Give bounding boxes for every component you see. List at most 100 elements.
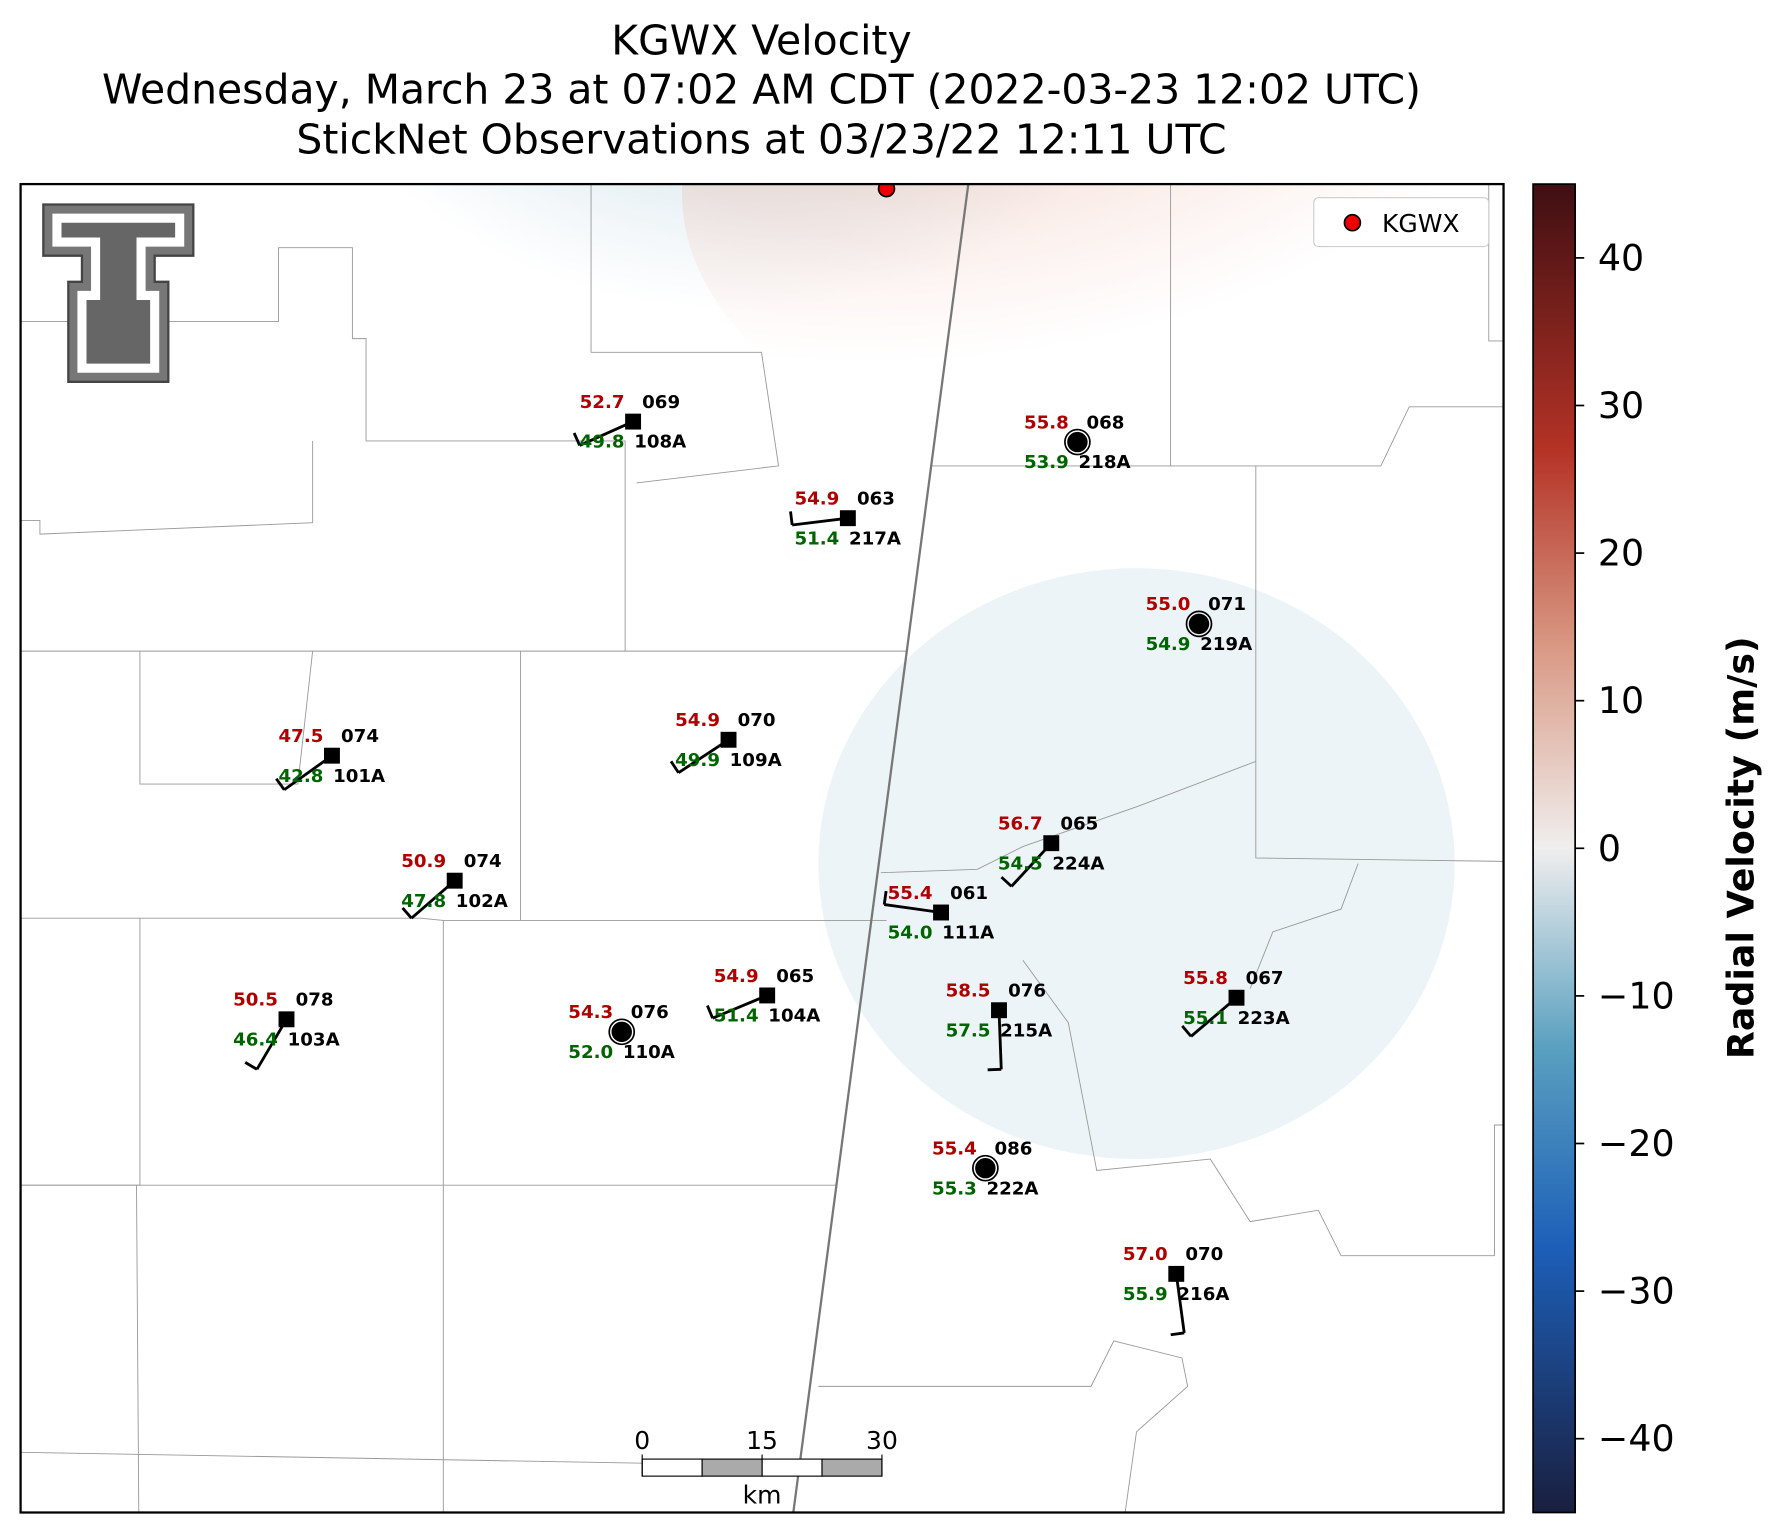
wind-barb [255, 1018, 288, 1071]
temperature: 54.9 [714, 966, 759, 987]
dewpoint: 46.4 [233, 1029, 278, 1050]
wind-barb-flag [1181, 1025, 1193, 1038]
station-marker [1228, 989, 1245, 1006]
radar-site [877, 184, 896, 198]
station-id: 223A [1238, 1008, 1290, 1029]
county-lines [20, 184, 1504, 1513]
map-frame [19, 182, 1505, 1514]
station-id: 222A [987, 1178, 1039, 1199]
calm-ring [972, 1154, 999, 1182]
station-id: 215A [1000, 1020, 1052, 1041]
title-line: StickNet Observations at 03/23/22 12:11 … [296, 115, 1226, 163]
logo [42, 203, 195, 383]
dewpoint: 55.3 [932, 1178, 977, 1199]
dewpoint: 51.4 [714, 1006, 759, 1027]
station-id: 110A [623, 1042, 675, 1063]
temperature: 55.8 [1183, 968, 1228, 989]
pressure: 086 [994, 1139, 1032, 1160]
scale-segment [821, 1458, 883, 1477]
station-marker [1043, 835, 1060, 852]
dewpoint: 52.0 [568, 1042, 613, 1063]
wind-barb [677, 738, 730, 774]
pressure: 067 [1246, 968, 1284, 989]
colorbar-tick-label: −40 [1598, 1417, 1675, 1460]
colorbar-tick-label: 0 [1598, 827, 1621, 870]
station-id: 111A [942, 923, 994, 944]
wind-barb-flag [1000, 876, 1013, 888]
legend: KGWX [1313, 197, 1490, 248]
wind-barb-flag [1170, 1331, 1185, 1337]
temperature: 52.7 [580, 392, 625, 413]
wind-barb-flag [789, 511, 794, 526]
wind-barb-flag [987, 1067, 1002, 1072]
pressure: 071 [1208, 594, 1246, 615]
station-marker [759, 987, 776, 1004]
wind-barb-flag [275, 777, 286, 791]
colorbar-axis: −40 −30 −20 −10 0 10 20 30 40 [1575, 236, 1675, 1460]
station-id: 103A [288, 1029, 340, 1050]
station-marker [1168, 1265, 1185, 1282]
station-id: 101A [333, 766, 385, 787]
station-marker [991, 1002, 1007, 1019]
pressure: 061 [950, 883, 988, 904]
dewpoint: 54.5 [998, 853, 1043, 874]
temperature: 55.4 [932, 1139, 977, 1160]
wind-barb-flag [706, 1005, 714, 1019]
pressure: 065 [776, 966, 814, 987]
colorbar-tick-label: −30 [1598, 1270, 1675, 1313]
station-marker [975, 1157, 996, 1179]
pressure: 065 [1060, 814, 1098, 835]
wind-barb [1174, 1273, 1186, 1334]
scale-unit: km [743, 1480, 782, 1509]
station-marker [324, 747, 340, 764]
wind-barb [579, 420, 634, 447]
legend-label: KGWX [1382, 209, 1460, 238]
calm-ring [1064, 428, 1091, 456]
station-id: 216A [1177, 1284, 1229, 1305]
pressure: 074 [464, 851, 502, 872]
temperature: 55.8 [1024, 412, 1069, 433]
station-marker [1067, 431, 1088, 453]
title-line: KGWX Velocity [611, 17, 911, 65]
station-marker [839, 510, 856, 527]
dewpoint: 54.9 [1146, 634, 1191, 655]
station-marker [625, 413, 642, 430]
dewpoint: 51.4 [794, 528, 839, 549]
station-marker [720, 731, 737, 748]
scale-segment [701, 1458, 763, 1477]
colorbar-tick-label: 40 [1598, 236, 1644, 279]
wind-barb-flag [669, 760, 680, 774]
scale-tick-label: 15 [746, 1426, 778, 1455]
scale-segment [641, 1458, 703, 1477]
radar-echo [682, 184, 1504, 478]
calm-ring [1185, 610, 1213, 638]
station-id: 224A [1052, 853, 1104, 874]
temperature: 55.4 [888, 883, 933, 904]
wind-barb [712, 994, 768, 1020]
temperature: 54.9 [794, 489, 839, 510]
pressure: 074 [341, 726, 379, 747]
station-marker [278, 1011, 295, 1028]
scale-segment [761, 1458, 823, 1477]
title-line: Wednesday, March 23 at 07:02 AM CDT (202… [102, 65, 1421, 113]
dewpoint: 57.5 [946, 1020, 991, 1041]
temperature: 55.0 [1146, 594, 1191, 615]
station-id: 102A [456, 891, 508, 912]
colorbar [1532, 183, 1576, 1514]
pressure: 076 [1008, 981, 1046, 1002]
legend-box [1313, 197, 1490, 248]
temperature: 50.9 [401, 851, 446, 872]
wind-barb [792, 516, 849, 527]
temperature: 50.5 [233, 990, 278, 1011]
dewpoint: 53.9 [1024, 452, 1069, 473]
wind-barb-flag [882, 890, 888, 905]
wind-barb-flag [244, 1061, 258, 1071]
pressure: 068 [1087, 412, 1125, 433]
dewpoint: 49.9 [675, 750, 720, 771]
temperature: 58.5 [946, 981, 991, 1002]
radar-echo [818, 568, 1455, 1160]
temperature: 56.7 [998, 814, 1043, 835]
station-id: 109A [730, 750, 782, 771]
